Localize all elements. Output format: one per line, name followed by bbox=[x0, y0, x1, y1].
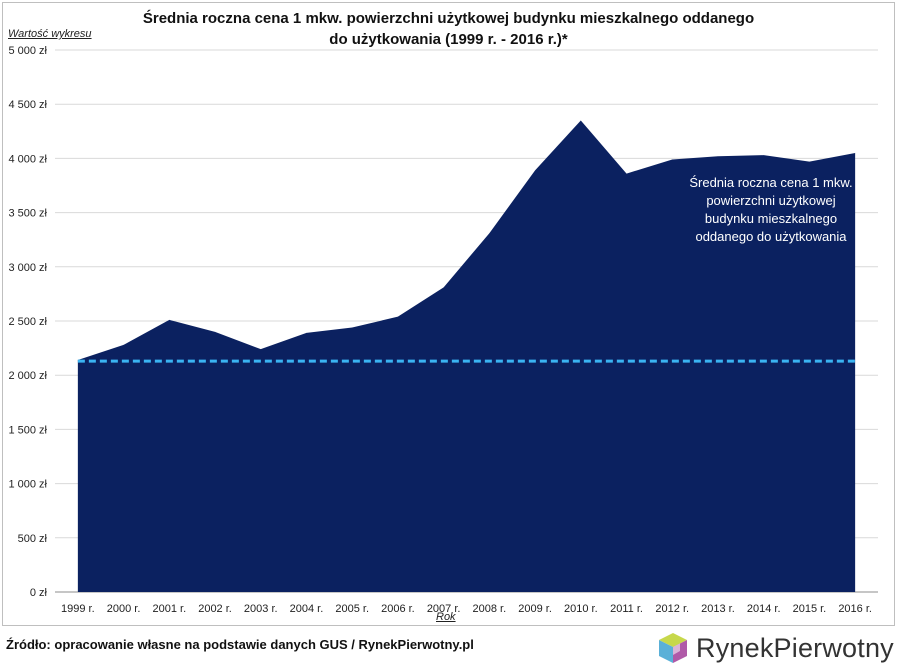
x-tick-label: 2010 r. bbox=[564, 603, 598, 615]
x-tick-label: 2006 r. bbox=[381, 603, 415, 615]
source-note: Źródło: opracowanie własne na podstawie … bbox=[6, 637, 474, 652]
y-tick-label: 500 zł bbox=[18, 533, 48, 545]
brand-logo[interactable]: RynekPierwotny bbox=[656, 630, 894, 666]
x-tick-label: 2001 r. bbox=[152, 603, 186, 615]
y-tick-label: 1 500 zł bbox=[8, 424, 47, 436]
x-tick-label: 2011 r. bbox=[610, 603, 643, 615]
y-tick-label: 4 000 zł bbox=[8, 153, 47, 165]
x-tick-label: 2002 r. bbox=[198, 603, 232, 615]
x-tick-label: 2003 r. bbox=[244, 603, 278, 615]
y-tick-label: 3 000 zł bbox=[8, 262, 47, 274]
x-tick-label: 2004 r. bbox=[290, 603, 324, 615]
x-tick-label: 2014 r. bbox=[747, 603, 781, 615]
x-tick-label: 2000 r. bbox=[107, 603, 141, 615]
chart-title-line-1: Średnia roczna cena 1 mkw. powierzchni u… bbox=[142, 10, 755, 27]
series-annotation: Średnia roczna cena 1 mkw. powierzchni u… bbox=[676, 174, 866, 246]
x-tick-label: 2008 r. bbox=[473, 603, 507, 615]
y-tick-label: 0 zł bbox=[30, 587, 48, 599]
y-tick-labels: 0 zł 500 zł 1 000 zł 1 500 zł 2 000 zł 2 500 … bbox=[8, 45, 47, 599]
annotation-line-3: budynku mieszkalnego bbox=[704, 211, 838, 226]
y-tick-label: 4 500 zł bbox=[8, 99, 47, 111]
logo-word-1: Rynek bbox=[696, 632, 774, 663]
x-tick-labels: 1999 r. 2000 r. 2001 r. 2002 r. 2003 r. 2004 … bbox=[61, 603, 872, 615]
x-tick-label: 2007 r. bbox=[427, 603, 461, 615]
logo-wordmark: RynekPierwotny bbox=[696, 633, 894, 664]
x-tick-label: 2013 r. bbox=[701, 603, 735, 615]
house-cube-icon bbox=[659, 633, 687, 663]
x-axis-title: Rok bbox=[436, 611, 456, 623]
area-fill bbox=[77, 120, 856, 593]
y-axis-title: Wartość wykresu bbox=[8, 28, 92, 40]
chart-title: Średnia roczna cena 1 mkw. powierzchni u… bbox=[0, 8, 897, 50]
annotation-line-4: oddanego do użytkowania bbox=[695, 229, 847, 244]
annotation-line-2: powierzchni użytkowej bbox=[706, 193, 836, 208]
x-tick-label: 1999 r. bbox=[61, 603, 95, 615]
x-tick-label: 2016 r. bbox=[838, 603, 872, 615]
chart-title-line-2: do użytkowania (1999 r. - 2016 r.)* bbox=[329, 31, 568, 48]
y-tick-label: 1 000 zł bbox=[8, 479, 47, 491]
x-tick-label: 2015 r. bbox=[793, 603, 827, 615]
x-tick-label: 2012 r. bbox=[655, 603, 689, 615]
area-series bbox=[77, 120, 856, 593]
y-tick-label: 2 500 zł bbox=[8, 316, 47, 328]
x-tick-label: 2009 r. bbox=[518, 603, 552, 615]
annotation-line-1: Średnia roczna cena 1 mkw. bbox=[689, 175, 853, 190]
y-tick-label: 3 500 zł bbox=[8, 208, 47, 220]
logo-word-2: Pierwotny bbox=[773, 632, 894, 663]
y-tick-label: 2 000 zł bbox=[8, 370, 47, 382]
y-tick-label: 5 000 zł bbox=[8, 45, 47, 57]
x-tick-label: 2005 r. bbox=[335, 603, 369, 615]
